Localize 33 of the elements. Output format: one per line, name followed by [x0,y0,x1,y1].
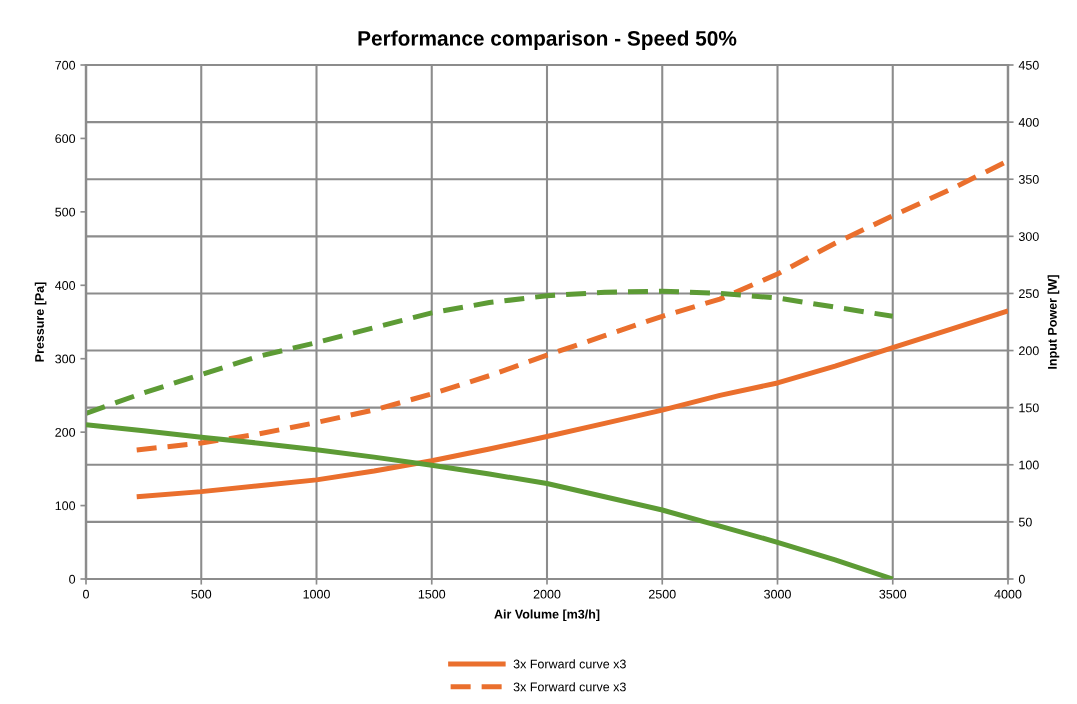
y2-axis-title: Input Power [W] [1047,275,1060,369]
x-tick-label: 2000 [533,589,561,599]
y-tick-label: 300 [55,354,76,364]
y-tick-label: 600 [55,134,76,144]
x-axis-title: Air Volume [m3/h] [494,609,600,622]
y2-tick-label: 250 [1019,289,1039,299]
legend-label: 3x Forward curve x3 [513,659,626,669]
y-tick-label: 100 [55,501,76,511]
chart-title: Performance comparison - Speed 50% [358,30,737,50]
y2-tick-label: 100 [1019,460,1039,470]
y2-tick-label: 350 [1018,175,1039,184]
y2-tick-label: 150 [1019,403,1039,413]
y-tick-label: 400 [55,281,76,290]
y-tick-label: 0 [69,574,76,584]
x-tick-label: 2500 [648,589,676,599]
y-tick-label: 200 [55,427,76,437]
y2-tick-label: 0 [1018,574,1025,584]
y2-tick-label: 450 [1018,60,1039,70]
x-tick-label: 1500 [418,589,446,599]
y-tick-label: 500 [55,207,76,217]
y-axis-title: Pressure [Pa] [34,282,47,362]
y2-tick-label: 200 [1019,346,1039,356]
y2-tick-label: 300 [1018,232,1039,241]
x-tick-label: 3000 [764,589,791,599]
x-tick-label: 3500 [879,589,907,599]
y2-tick-label: 50 [1018,517,1032,527]
x-tick-label: 4000 [994,589,1022,599]
x-tick-label: 500 [191,589,212,599]
x-tick-label: 1000 [303,589,330,599]
y2-tick-label: 400 [1018,117,1039,127]
x-tick-label: 0 [83,589,89,599]
y-tick-label: 700 [55,60,76,70]
legend-label: 3x Forward curve x3 [513,682,626,692]
